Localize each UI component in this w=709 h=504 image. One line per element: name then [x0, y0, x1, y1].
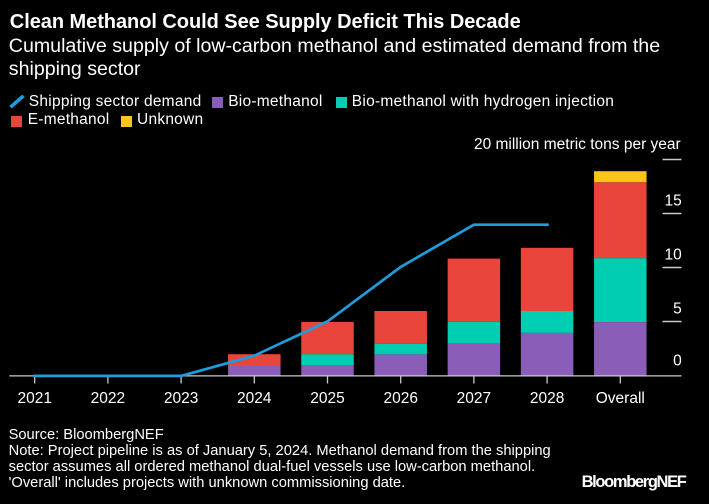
svg-text:2023: 2023	[164, 390, 198, 407]
svg-text:10: 10	[665, 247, 683, 264]
svg-text:2026: 2026	[383, 390, 417, 407]
svg-text:2027: 2027	[457, 390, 491, 407]
svg-text:2022: 2022	[91, 390, 125, 407]
svg-text:2028: 2028	[530, 390, 564, 407]
svg-text:5: 5	[673, 301, 682, 318]
svg-text:0: 0	[673, 352, 682, 369]
svg-text:15: 15	[665, 192, 682, 209]
svg-text:2021: 2021	[17, 390, 51, 407]
svg-text:2025: 2025	[310, 390, 344, 407]
svg-text:Overall: Overall	[596, 390, 645, 407]
svg-text:2024: 2024	[237, 390, 272, 407]
